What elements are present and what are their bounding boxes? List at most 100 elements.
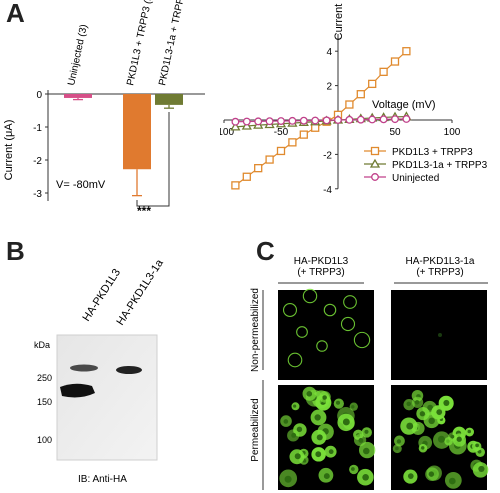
iv-data-point	[369, 158, 381, 168]
cells-perm-2	[392, 389, 489, 489]
lane-label-2: HA-PKD1L3-1a	[114, 257, 166, 328]
iv-data-point	[356, 115, 365, 124]
bar-y-tick-label: 0	[36, 90, 42, 101]
bar-y-axis-label: Current (μA)	[3, 120, 15, 181]
bar-y-tick-label: -1	[33, 123, 42, 134]
cell-outline	[296, 326, 308, 338]
cell-nucleus	[342, 418, 350, 426]
iv-data-point	[242, 117, 251, 126]
iv-series-line	[235, 115, 407, 128]
cell-nucleus	[427, 404, 434, 411]
iv-x-tick-label: 100	[444, 127, 461, 138]
bar-category-label: Uninjected (3)	[66, 23, 90, 86]
iv-data-point	[356, 90, 365, 99]
cell-nucleus	[428, 417, 435, 425]
iv-data-point	[368, 79, 377, 89]
cell-nucleus	[306, 391, 313, 397]
cell-nucleus	[436, 409, 443, 416]
cell-nucleus	[414, 400, 420, 405]
iv-data-point	[402, 47, 411, 56]
cell-outline	[343, 295, 357, 309]
cell-nucleus	[406, 401, 411, 407]
cell-nucleus	[328, 449, 334, 455]
iv-data-point	[265, 155, 274, 164]
iv-data-point	[402, 115, 411, 123]
iv-data-point	[345, 100, 354, 109]
cell-outline	[316, 340, 328, 352]
bar-category-label: PKD1L3 + TRPP3 (5)	[125, 0, 156, 87]
immunofluorescence-panel: HA-PKD1L3 (+ TRPP3) HA-PKD1L3-1a (+ TRPP3)…	[250, 256, 489, 490]
iv-data-point	[334, 116, 342, 124]
iv-x-axis-label: Voltage (mV)	[372, 99, 436, 111]
iv-chart: -100 -50 50 100 4 2 -2 -4 Current (μA) Voltage …	[220, 0, 488, 196]
cell-nucleus	[395, 446, 399, 451]
iv-y-axis-label: Current (μA)	[333, 0, 345, 40]
cell-nucleus	[294, 453, 301, 460]
marker-250: 250	[37, 373, 52, 383]
cell-nucleus	[363, 447, 370, 455]
bar-y-tick-label: -3	[33, 189, 42, 200]
iv-data-point	[254, 164, 263, 173]
iv-data-point	[379, 67, 388, 76]
panel-label-a: A	[6, 0, 25, 28]
iv-data-point	[391, 115, 399, 124]
iv-legend: PKD1L3 + TRPP3 PKD1L3-1a + TRPP3 Uninjecte…	[364, 146, 488, 184]
iv-data-point	[368, 115, 377, 124]
cells-nonperm	[282, 288, 442, 368]
iv-data-point	[379, 115, 388, 124]
iv-data-point	[242, 172, 251, 181]
marker-150: 150	[37, 397, 52, 407]
iv-data-point	[276, 146, 286, 156]
cell-nucleus	[467, 429, 472, 434]
cell-nucleus	[450, 434, 455, 439]
cell-nucleus	[322, 395, 327, 400]
cell-nucleus	[407, 473, 414, 479]
iv-y-tick-label: 2	[326, 82, 332, 93]
iv-y-tick-label: 4	[326, 47, 332, 58]
cell-outline	[323, 303, 337, 317]
background-speck	[438, 333, 442, 337]
bar	[64, 94, 92, 98]
cell-nucleus	[350, 467, 355, 471]
bar	[155, 94, 183, 105]
column-header-1: HA-PKD1L3 (+ TRPP3)	[294, 256, 349, 278]
band-lane1-lower	[60, 383, 95, 398]
cell-nucleus	[396, 439, 402, 444]
cell-outline	[287, 352, 303, 368]
cell-nucleus	[284, 475, 292, 483]
bar-chart-marks: Uninjected (3) PKD1L3 + TRPP3 (5) PKD1L3-1…	[64, 0, 191, 207]
iv-data-point	[277, 117, 285, 125]
bar	[123, 94, 151, 170]
cell-nucleus	[364, 429, 369, 434]
iv-data-point	[254, 117, 263, 126]
cell-nucleus	[362, 473, 369, 481]
iv-data-point	[345, 115, 354, 124]
significance-stars: ***	[137, 204, 151, 218]
legend-label: Uninjected	[392, 173, 439, 184]
iv-data-point	[265, 117, 274, 126]
iv-chart-marks	[230, 47, 412, 190]
cell-nucleus	[293, 404, 297, 408]
iv-x-tick-label: 50	[389, 127, 401, 138]
bar-category-label: PKD1L3-1a + TRPP3 (5)	[157, 0, 191, 87]
panel-label-c: C	[256, 236, 275, 266]
cell-nucleus	[428, 471, 435, 477]
blot-footer: IB: Anti-HA	[78, 474, 127, 485]
band-lane1-upper	[70, 364, 98, 372]
iv-x-tick-label: -100	[220, 127, 234, 138]
iv-data-point	[288, 138, 297, 147]
iv-data-point	[299, 116, 308, 125]
cell-nucleus	[421, 446, 425, 450]
cell-nucleus	[419, 411, 426, 417]
bar-annotation: V= -80mV	[56, 179, 106, 191]
band-lane2	[116, 366, 142, 374]
cell-nucleus	[335, 400, 341, 405]
lane-label-1: HA-PKD1L3	[80, 267, 123, 324]
cell-nucleus	[283, 419, 289, 424]
iv-data-point	[371, 173, 379, 181]
western-blot-panel: HA-PKD1L3 HA-PKD1L3-1a kDa 250 150 100 I…	[34, 257, 166, 485]
iv-data-point	[299, 130, 308, 139]
row-label-non-permeabilized: Non-permeabilized	[250, 288, 261, 372]
bar-chart: 0 -1 -2 -3 Uninjected (3) PKD1L3 + TRPP3 (5)…	[3, 0, 205, 218]
bar-y-tick-label: -2	[33, 156, 42, 167]
